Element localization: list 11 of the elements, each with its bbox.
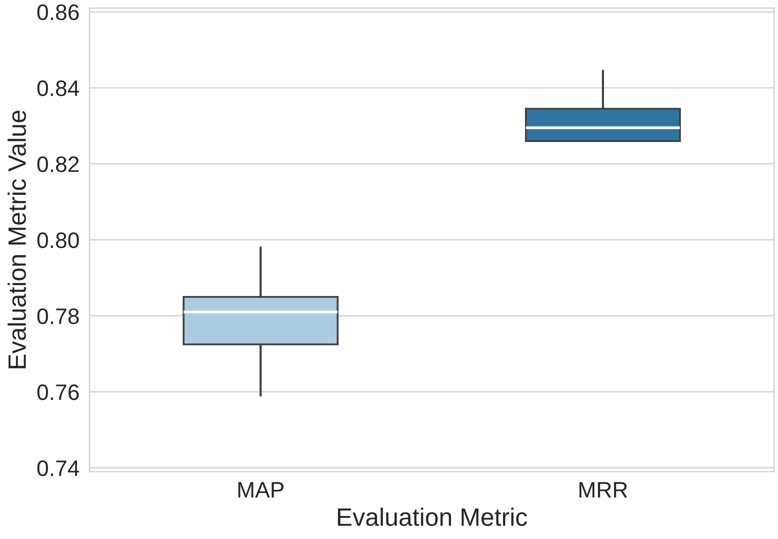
y-tick-label: 0.82 (37, 156, 79, 172)
y-tick-label: 0.86 (37, 4, 79, 20)
y-tick-label: 0.84 (37, 80, 80, 96)
y-tick-label: 0.78 (37, 308, 79, 324)
y-tick-label: 0.74 (37, 460, 80, 476)
y-axis-title: Evaluation Metric Value (8, 110, 26, 368)
x-tick-label: MAP (238, 482, 284, 498)
x-axis-title: Evaluation Metric (338, 508, 528, 526)
y-tick-label: 0.76 (37, 384, 79, 400)
y-tick-label: 0.80 (37, 232, 79, 248)
x-tick-label: MRR (579, 482, 628, 498)
